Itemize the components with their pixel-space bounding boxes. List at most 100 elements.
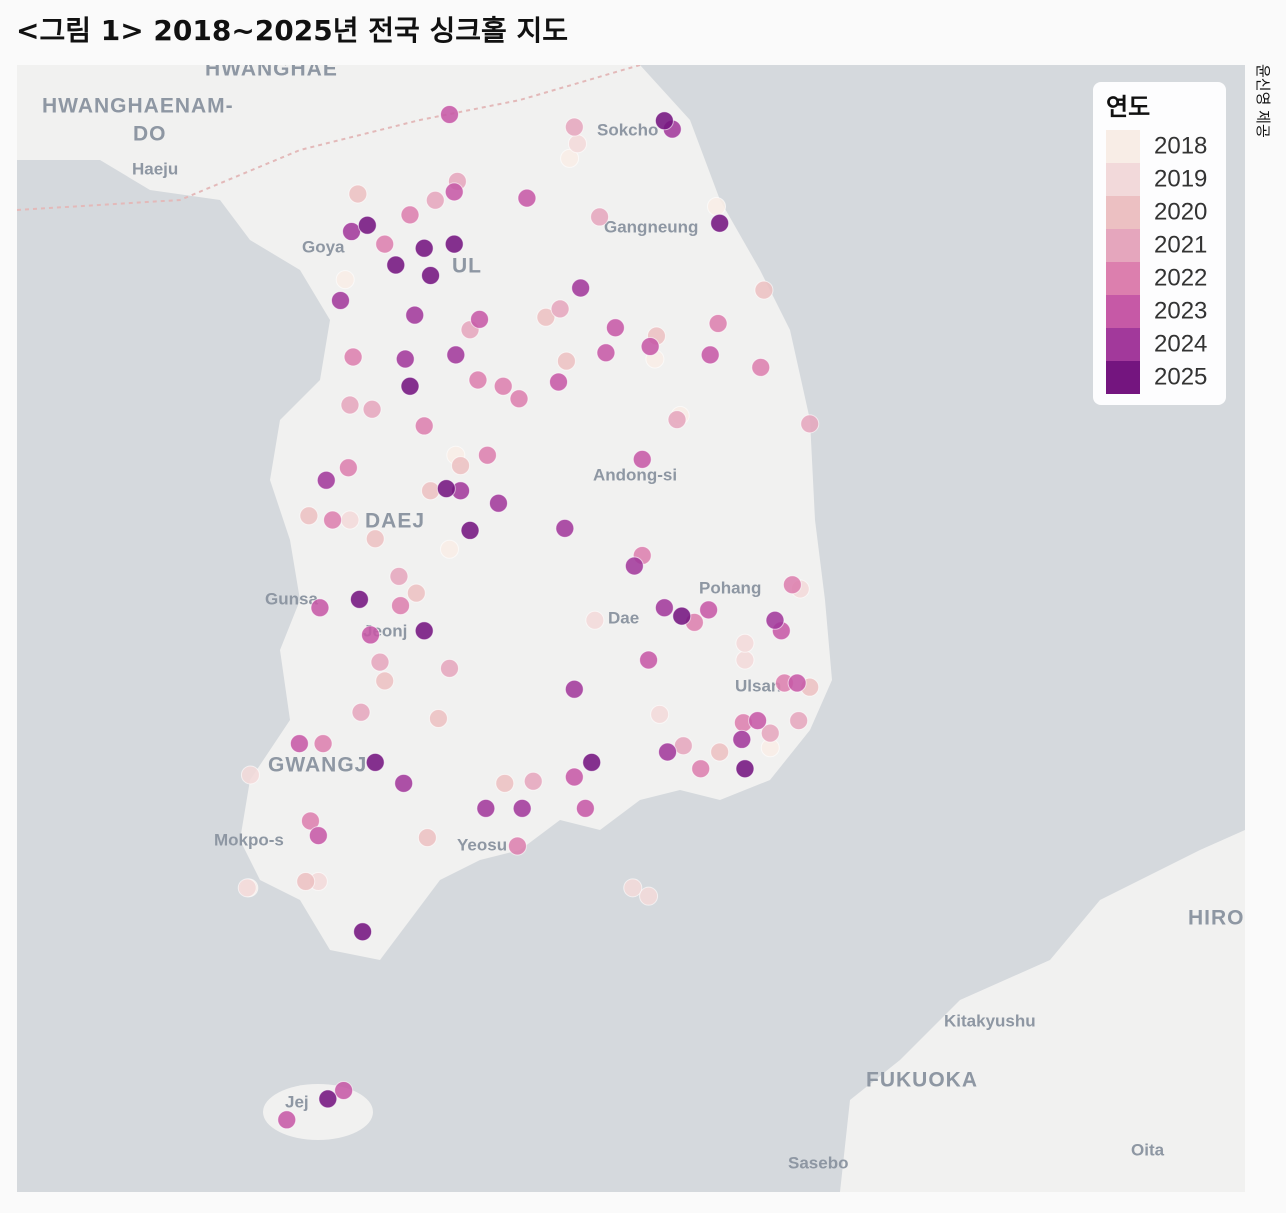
map-label: HIROS xyxy=(1188,907,1260,930)
sinkhole-point xyxy=(488,493,508,513)
sinkhole-point xyxy=(237,878,257,898)
sinkhole-point xyxy=(760,723,780,743)
sinkhole-point xyxy=(512,798,532,818)
sinkhole-point xyxy=(658,742,678,762)
map-label: FUKUOKA xyxy=(866,1069,978,1092)
sinkhole-point xyxy=(536,307,556,327)
sinkhole-point xyxy=(365,752,385,772)
map-label: Haeju xyxy=(132,159,178,178)
sinkhole-point xyxy=(556,351,576,371)
sinkhole-point xyxy=(375,234,395,254)
sinkhole-point xyxy=(335,270,355,290)
sinkhole-point xyxy=(575,798,595,818)
sinkhole-point xyxy=(362,399,382,419)
sinkhole-point xyxy=(477,445,497,465)
sinkhole-point xyxy=(428,709,448,729)
sinkhole-point xyxy=(507,836,527,856)
sinkhole-point xyxy=(654,111,674,131)
sinkhole-point xyxy=(446,345,466,365)
map-label: GWANGJ xyxy=(268,754,367,777)
sinkhole-point xyxy=(444,234,464,254)
sinkhole-point xyxy=(353,922,373,942)
sinkhole-point xyxy=(406,583,426,603)
legend-swatch xyxy=(1106,163,1140,196)
sinkhole-point xyxy=(707,196,727,216)
title: <그림 1> 2018~2025년 전국 싱크홀 지도 xyxy=(16,14,568,47)
sinkhole-point xyxy=(421,481,441,501)
legend-label: 2022 xyxy=(1154,264,1207,291)
legend-label: 2024 xyxy=(1154,330,1207,357)
sinkhole-point xyxy=(550,299,570,319)
sinkhole-point xyxy=(444,182,464,202)
sinkhole-point xyxy=(391,596,411,616)
legend-swatch xyxy=(1106,328,1140,361)
map-label: Sasebo xyxy=(788,1153,848,1172)
sinkhole-point xyxy=(308,826,328,846)
sinkhole-point xyxy=(639,886,659,906)
sinkhole-point xyxy=(555,518,575,538)
sinkhole-point xyxy=(300,811,320,831)
map-label: Andong-si xyxy=(593,465,677,484)
sinkhole-point xyxy=(425,190,445,210)
legend-swatch xyxy=(1106,196,1140,229)
sinkhole-point xyxy=(699,600,719,620)
map-label: Pohang xyxy=(699,578,761,597)
sinkhole-point xyxy=(623,878,643,898)
sinkhole-point xyxy=(549,372,569,392)
sinkhole-point xyxy=(751,357,771,377)
sinkhole-point xyxy=(468,370,488,390)
sinkhole-point xyxy=(436,479,456,499)
sinkhole-point xyxy=(421,265,441,285)
sinkhole-point xyxy=(370,652,390,672)
map-label: Goya xyxy=(302,237,345,256)
sinkhole-point xyxy=(299,506,319,526)
legend-label: 2018 xyxy=(1154,132,1207,159)
sinkhole-point xyxy=(495,773,515,793)
sinkhole-point xyxy=(564,767,584,787)
sinkhole-point xyxy=(708,314,728,334)
sinkhole-point xyxy=(330,291,350,311)
sinkhole-point xyxy=(710,742,730,762)
sinkhole-point xyxy=(440,539,459,559)
map-label: Kitakyushu xyxy=(944,1011,1036,1030)
sinkhole-point xyxy=(240,765,260,785)
sinkhole-point xyxy=(476,798,496,818)
sinkhole-point xyxy=(765,610,785,630)
japan-land xyxy=(840,830,1245,1192)
sinkhole-point xyxy=(417,828,437,848)
sinkhole-point xyxy=(787,673,807,693)
legend-swatch xyxy=(1106,295,1140,328)
sinkhole-point xyxy=(673,736,693,756)
sinkhole-point xyxy=(672,606,692,626)
sinkhole-point xyxy=(349,589,369,609)
sinkhole-point xyxy=(357,215,377,235)
sinkhole-point xyxy=(414,416,434,436)
sinkhole-point xyxy=(375,671,395,691)
sinkhole-point xyxy=(735,759,755,779)
sinkhole-point xyxy=(517,188,537,208)
sinkhole-point xyxy=(754,280,774,300)
map-label: DO xyxy=(133,123,167,146)
sinkhole-point xyxy=(667,410,687,430)
sinkhole-point xyxy=(348,184,368,204)
map-label: Dae xyxy=(608,608,639,627)
sinkhole-point xyxy=(590,207,610,227)
sinkhole-point xyxy=(400,376,420,396)
sinkhole-point xyxy=(414,238,434,258)
sinkhole-point xyxy=(732,729,752,749)
map-label: Ulsan xyxy=(735,676,781,695)
sinkhole-point xyxy=(800,414,820,434)
map-label: Yeosu xyxy=(457,835,507,854)
sinkhole-point xyxy=(340,395,360,415)
sinkhole-point xyxy=(400,205,420,225)
legend-label: 2025 xyxy=(1154,363,1207,390)
legend-swatch xyxy=(1106,130,1140,163)
legend-title: 연도 xyxy=(1106,93,1150,121)
sinkhole-point xyxy=(640,337,660,357)
sinkhole-point xyxy=(343,347,363,367)
sinkhole-point xyxy=(735,633,755,653)
sinkhole-point xyxy=(289,734,309,754)
sinkhole-point xyxy=(342,222,362,242)
sinkhole-point xyxy=(560,148,580,168)
sinkhole-point xyxy=(395,349,415,369)
